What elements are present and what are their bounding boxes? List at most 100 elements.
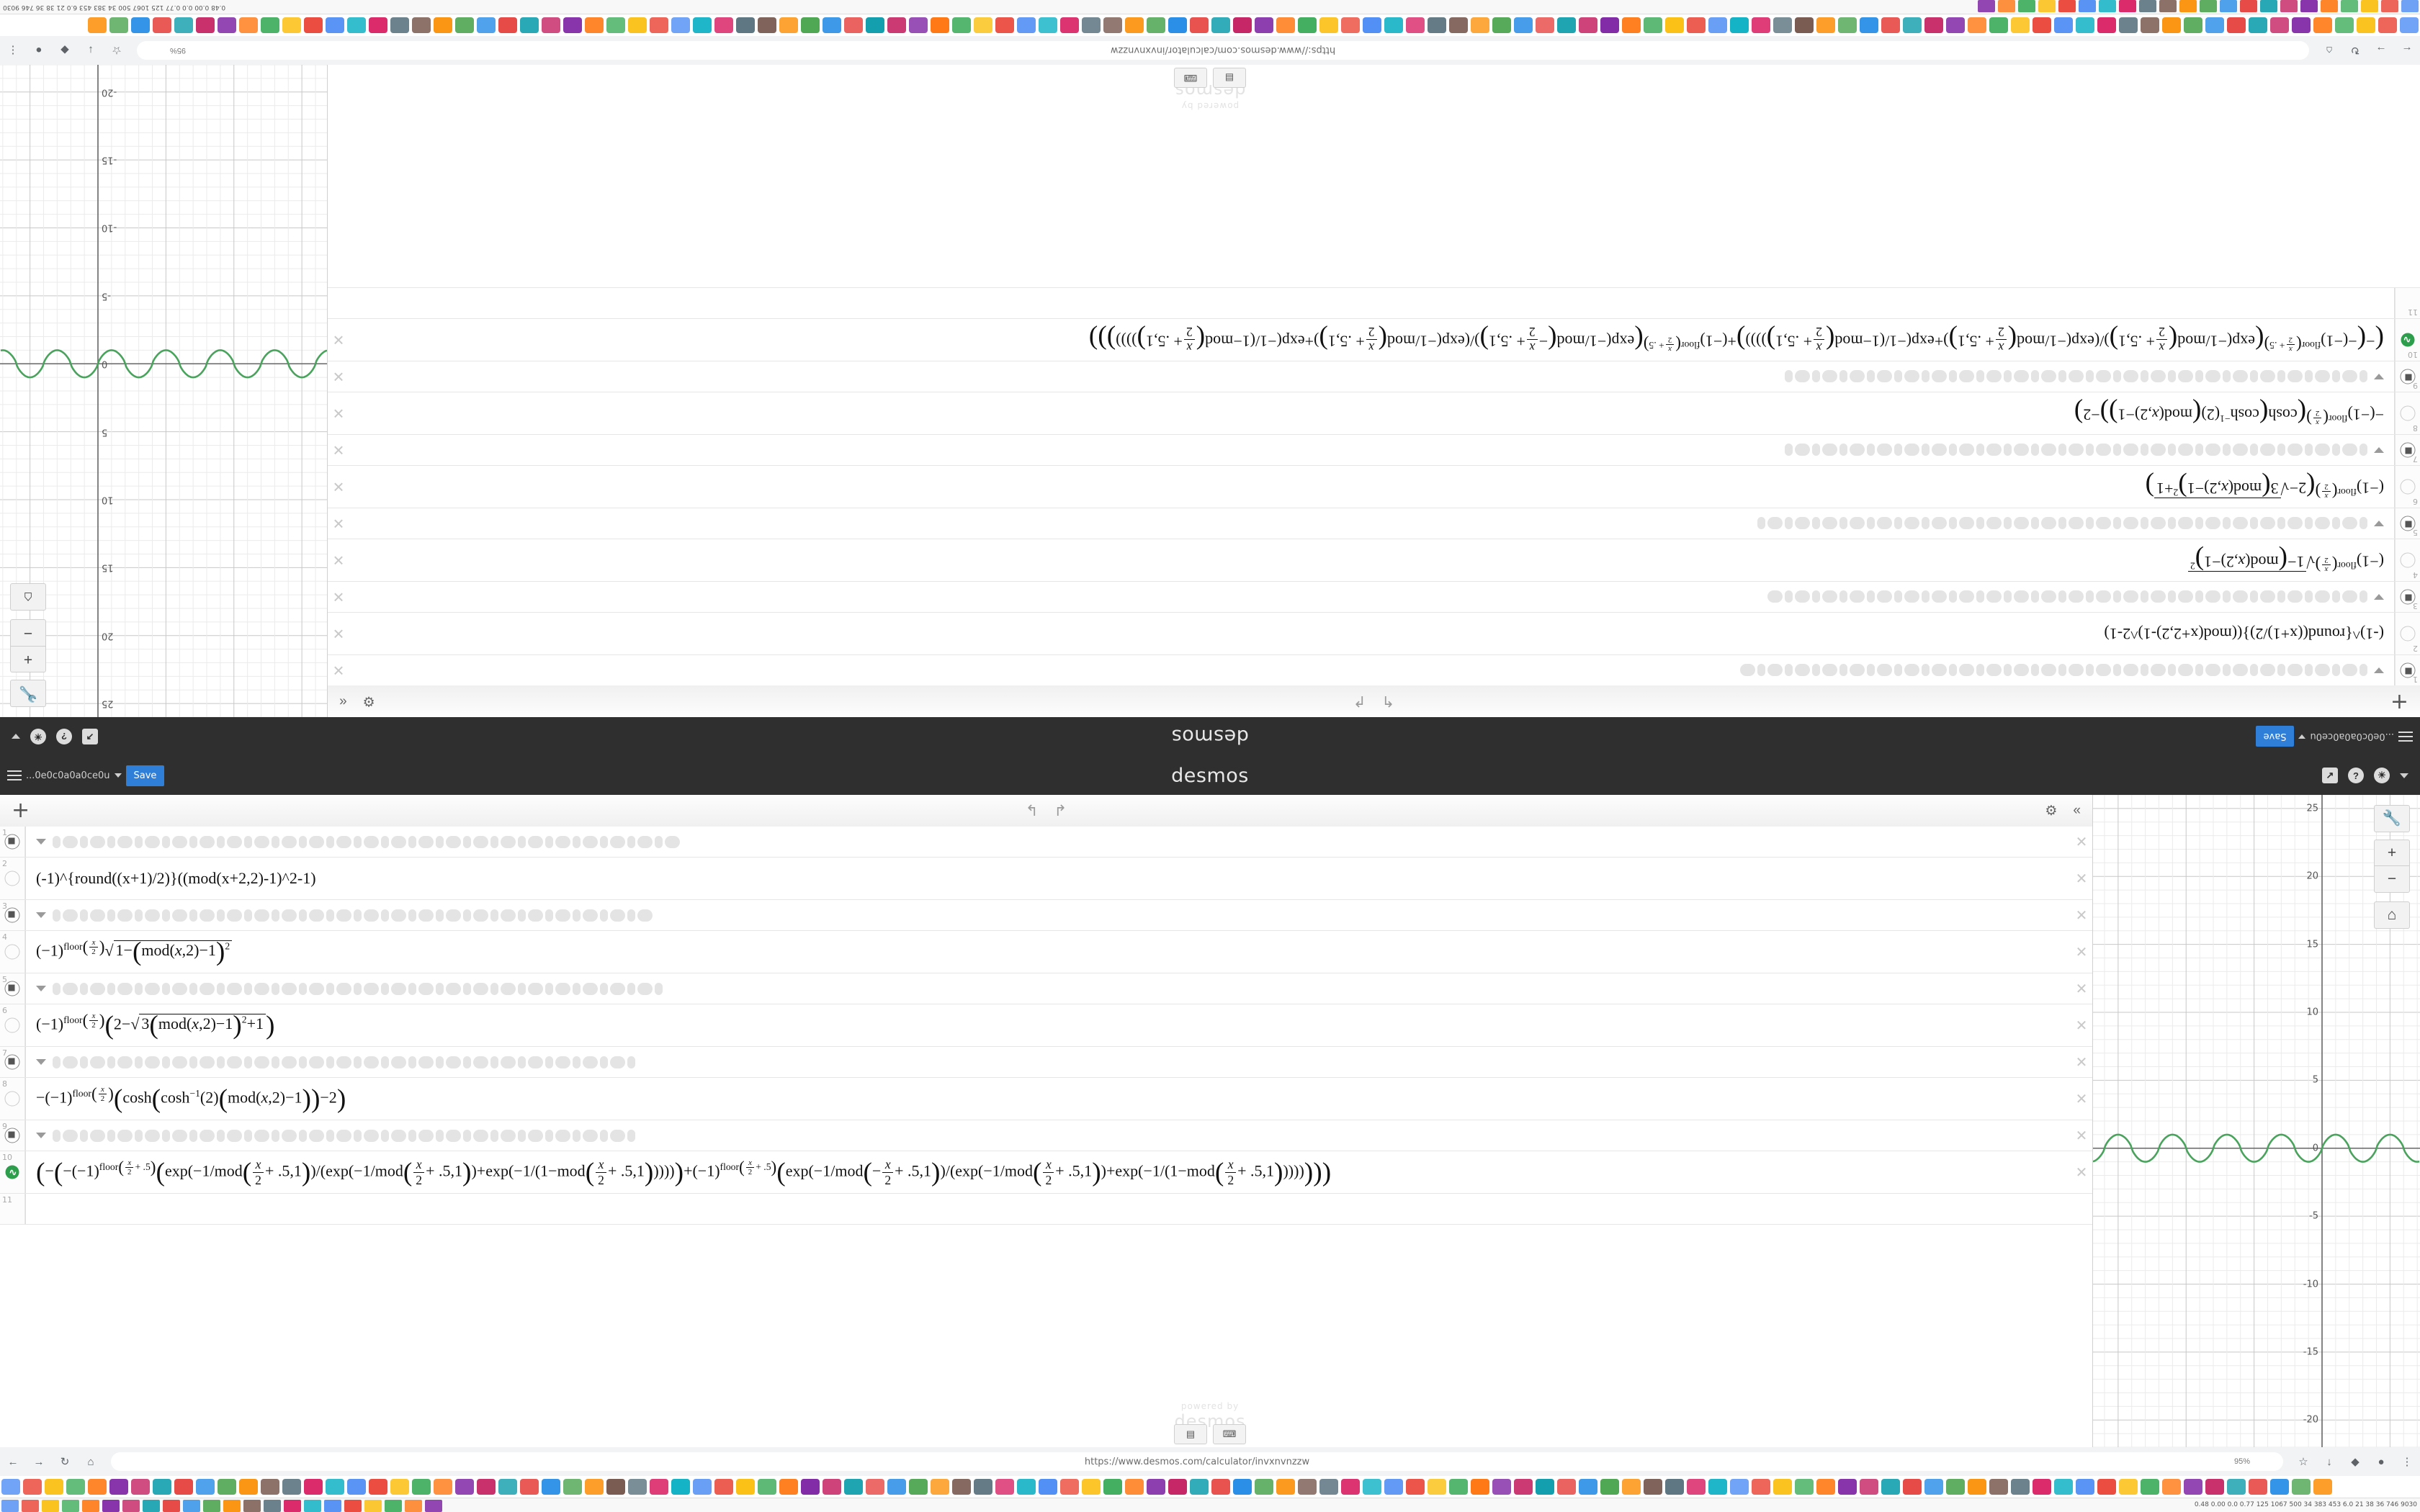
bookmark-favicon-icon[interactable] xyxy=(239,17,258,33)
expression-row[interactable]: 3 ✕ xyxy=(328,581,2420,612)
delete-expression-icon[interactable]: ✕ xyxy=(332,625,345,642)
bookmark-favicon-icon[interactable] xyxy=(801,1479,820,1495)
delete-expression-icon[interactable]: ✕ xyxy=(2075,981,2088,997)
back-arrow-icon[interactable]: ← xyxy=(7,1455,19,1468)
expression-content[interactable]: (-1)^{round((x+1)/2)}((mod(x+2,2)-1)^2-1… xyxy=(349,613,2395,654)
bookmark-favicon-icon[interactable] xyxy=(693,17,712,33)
bookmark-favicon-icon[interactable] xyxy=(261,1479,279,1495)
bookmarks-bar[interactable] xyxy=(0,14,2420,36)
taskbar-app-icon[interactable] xyxy=(143,1499,160,1512)
expression-content[interactable] xyxy=(349,435,2395,465)
bookmark-favicon-icon[interactable] xyxy=(2141,1479,2159,1495)
gear-settings-icon[interactable]: ⚙ xyxy=(362,693,375,709)
bookmark-favicon-icon[interactable] xyxy=(2378,17,2397,33)
bookmark-favicon-icon[interactable] xyxy=(326,17,344,33)
delete-expression-icon[interactable]: ✕ xyxy=(2075,870,2088,887)
bookmark-favicon-icon[interactable] xyxy=(131,1479,150,1495)
bookmark-favicon-icon[interactable] xyxy=(671,17,690,33)
chevron-down-icon[interactable] xyxy=(36,1133,46,1138)
token-chip-row[interactable] xyxy=(1785,369,2384,384)
bookmark-favicon-icon[interactable] xyxy=(585,17,604,33)
chevron-down-icon[interactable] xyxy=(36,986,46,991)
taskbar-app-icon[interactable] xyxy=(122,1499,140,1512)
taskbar-app-icon[interactable] xyxy=(2200,0,2217,13)
visibility-toggle-icon[interactable] xyxy=(2400,405,2416,421)
expression-row[interactable]: 5 ✕ xyxy=(0,973,2092,1004)
bookmark-favicon-icon[interactable] xyxy=(1687,17,1706,33)
bookmark-favicon-icon[interactable] xyxy=(714,17,733,33)
bookmark-favicon-icon[interactable] xyxy=(1428,17,1446,33)
token-chip-row[interactable] xyxy=(1785,443,2384,457)
bookmark-favicon-icon[interactable] xyxy=(2292,1479,2311,1495)
visibility-toggle-icon[interactable] xyxy=(2400,552,2416,568)
abc-keypad-icon[interactable]: ▤ xyxy=(1213,68,1246,88)
bookmark-favicon-icon[interactable] xyxy=(477,1479,496,1495)
bookmark-favicon-icon[interactable] xyxy=(2227,17,2246,33)
bookmark-favicon-icon[interactable] xyxy=(2400,17,2419,33)
browser-menu-icon[interactable]: ⋮ xyxy=(7,44,19,56)
graph-name-label[interactable]: ...0e0c0a0a0ce0u xyxy=(2310,731,2395,742)
bookmark-favicon-icon[interactable] xyxy=(1255,1479,1273,1495)
bookmark-favicon-icon[interactable] xyxy=(2119,17,2138,33)
abc-keypad-icon[interactable]: ▤ xyxy=(1174,1424,1207,1444)
bookmark-favicon-icon[interactable] xyxy=(1860,17,1878,33)
taskbar-app-icon[interactable] xyxy=(2381,0,2398,13)
delete-expression-icon[interactable]: ✕ xyxy=(332,515,345,531)
expression-row[interactable]: 5 ✕ xyxy=(328,508,2420,539)
bookmark-favicon-icon[interactable] xyxy=(2011,1479,2030,1495)
bookmark-favicon-icon[interactable] xyxy=(2162,17,2181,33)
expression-content[interactable] xyxy=(25,1047,2071,1077)
bookmark-favicon-icon[interactable] xyxy=(1428,1479,1446,1495)
minus-zoom-out-icon[interactable]: − xyxy=(10,619,46,647)
bookmark-favicon-icon[interactable] xyxy=(196,17,215,33)
taskbar-app-icon[interactable] xyxy=(2099,0,2116,13)
bookmark-favicon-icon[interactable] xyxy=(887,17,906,33)
bookmark-favicon-icon[interactable] xyxy=(1903,1479,1922,1495)
bookmark-favicon-icon[interactable] xyxy=(1341,17,1360,33)
taskbar-app-icon[interactable] xyxy=(2119,0,2136,13)
bookmark-favicon-icon[interactable] xyxy=(1924,17,1943,33)
bookmark-favicon-icon[interactable] xyxy=(498,17,517,33)
bookmark-favicon-icon[interactable] xyxy=(88,1479,107,1495)
back-arrow-icon[interactable]: ← xyxy=(2401,44,2413,57)
bookmark-favicon-icon[interactable] xyxy=(1190,17,1209,33)
home-icon[interactable]: ⌂ xyxy=(87,1455,94,1468)
profile-icon[interactable]: ● xyxy=(2378,1455,2385,1468)
bookmark-favicon-icon[interactable] xyxy=(1536,17,1554,33)
zoom-level-label[interactable]: 95% xyxy=(170,46,187,55)
visibility-toggle-icon[interactable] xyxy=(2400,589,2416,605)
bookmark-favicon-icon[interactable] xyxy=(1968,1479,1986,1495)
taskbar-app-icon[interactable] xyxy=(2220,0,2237,13)
bookmark-favicon-icon[interactable] xyxy=(2249,17,2267,33)
bookmark-star-icon[interactable]: ☆ xyxy=(112,44,122,56)
bookmark-favicon-icon[interactable] xyxy=(2313,17,2332,33)
bookmark-favicon-icon[interactable] xyxy=(520,1479,539,1495)
bookmark-favicon-icon[interactable] xyxy=(1838,17,1857,33)
bookmark-favicon-icon[interactable] xyxy=(671,1479,690,1495)
plus-zoom-in-icon[interactable]: + xyxy=(2374,840,2410,866)
expression-row[interactable]: 2 (-1)^{round((x+1)/2)}((mod(x+2,2)-1)^2-… xyxy=(328,612,2420,654)
bookmark-favicon-icon[interactable] xyxy=(347,1479,366,1495)
bookmark-favicon-icon[interactable] xyxy=(218,17,236,33)
bookmark-favicon-icon[interactable] xyxy=(66,1479,85,1495)
bookmark-favicon-icon[interactable] xyxy=(1406,1479,1425,1495)
taskbar-app-icon[interactable] xyxy=(2079,0,2096,13)
expression-row[interactable]: 3 ✕ xyxy=(0,900,2092,931)
visibility-toggle-icon[interactable] xyxy=(4,1091,20,1107)
bookmark-favicon-icon[interactable] xyxy=(2097,17,2116,33)
bookmark-favicon-icon[interactable] xyxy=(412,1479,431,1495)
bookmark-favicon-icon[interactable] xyxy=(239,1479,258,1495)
chevron-down-icon[interactable] xyxy=(2374,594,2384,600)
taskbar-app-icon[interactable] xyxy=(2058,0,2076,13)
bookmark-favicon-icon[interactable] xyxy=(282,17,301,33)
bookmark-favicon-icon[interactable] xyxy=(304,17,323,33)
bookmark-favicon-icon[interactable] xyxy=(1579,17,1597,33)
download-icon[interactable]: ↓ xyxy=(88,44,94,57)
taskbar-app-icon[interactable] xyxy=(324,1499,341,1512)
taskbar-app-icon[interactable] xyxy=(223,1499,241,1512)
bookmark-favicon-icon[interactable] xyxy=(542,1479,560,1495)
taskbar-app-icon[interactable] xyxy=(425,1499,442,1512)
chevron-down-icon[interactable] xyxy=(114,773,122,778)
bookmark-favicon-icon[interactable] xyxy=(909,1479,928,1495)
